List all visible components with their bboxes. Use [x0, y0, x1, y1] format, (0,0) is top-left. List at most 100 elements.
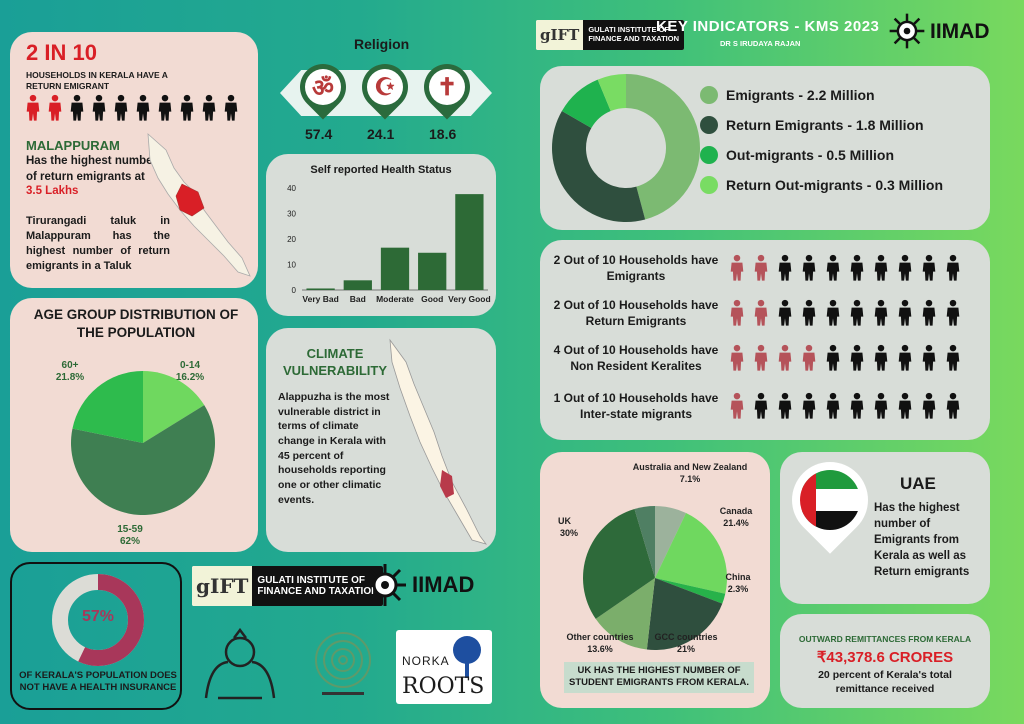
pie-slice — [634, 506, 655, 578]
person-icon — [730, 393, 744, 419]
person-icon — [730, 300, 744, 326]
slice-value: 62% — [120, 536, 140, 547]
person-icon — [754, 300, 768, 326]
age-group-card: AGE GROUP DISTRIBUTION OF THE POPULATION… — [10, 298, 258, 552]
slice-value: 30% — [560, 528, 578, 538]
chart-title: AGE GROUP DISTRIBUTION OF THE POPULATION — [33, 307, 239, 340]
roots-text: ROOTS — [402, 674, 485, 699]
district-value: 3.5 Lakhs — [26, 185, 79, 197]
iimad-logo-text: IIMAD — [930, 20, 990, 43]
person-icon — [946, 345, 960, 371]
remittance-value: ₹43,378.6 CRORES — [816, 649, 954, 666]
uae-title: UAE — [900, 474, 936, 493]
person-icon — [946, 300, 960, 326]
crescent-star-icon: ☪ — [367, 69, 403, 105]
legend-item: Out-migrants - 0.5 Million — [700, 146, 943, 164]
household-label: 1 Out of 10 Households have Inter-state … — [553, 391, 719, 422]
donut-legend: Emigrants - 2.2 Million Return Emigrants … — [700, 86, 943, 206]
pie-slice — [655, 578, 726, 604]
legend-label: Return Out-migrants - 0.3 Million — [726, 177, 944, 193]
slice-label: GCC countries — [654, 632, 717, 642]
household-label: 2 Out of 10 Households have Return Emigr… — [553, 298, 719, 329]
pie-slice — [595, 578, 655, 650]
religion-value: 57.4 — [305, 126, 333, 142]
pie-slice — [646, 578, 723, 650]
person-icon — [754, 393, 768, 419]
iimad-emblem-icon — [889, 13, 925, 49]
household-row: 4 Out of 10 Households have Non Resident… — [548, 342, 968, 374]
person-icon — [26, 94, 40, 121]
person-icon — [92, 94, 106, 121]
slice-value: 2.3% — [728, 584, 749, 594]
slice-label: 15-59 — [117, 524, 143, 535]
religion-value: 24.1 — [367, 126, 395, 142]
uae-text: Has the highest number of Emigrants from… — [874, 502, 970, 579]
bar — [418, 252, 447, 290]
person-icon — [946, 255, 960, 281]
district-name: MALAPPURAM — [26, 138, 120, 153]
person-icon — [922, 300, 936, 326]
kerala-map — [147, 133, 251, 277]
people-row — [728, 392, 968, 420]
pie-slice — [597, 74, 626, 112]
legend-swatch — [700, 176, 718, 194]
gift-logo: gIFT GULATI INSTITUTE OF FINANCE AND TAXA… — [536, 20, 685, 50]
person-icon — [158, 94, 172, 121]
person-icon — [202, 94, 216, 121]
person-icon — [114, 94, 128, 121]
page-title: KEY INDICATORS - KMS 2023 — [656, 18, 880, 35]
y-tick-label: 10 — [287, 261, 296, 270]
slice-label: 0-14 — [180, 360, 200, 371]
countries-card: Australia and New Zealand 7.1% Canada 21.4%… — [540, 452, 770, 708]
climate-text: Alappuzha is the most vulnerable distric… — [278, 391, 390, 506]
household-label: 2 Out of 10 Households have Emigrants — [553, 253, 719, 284]
pie-slice — [655, 506, 687, 578]
x-tick-label: Moderate — [376, 294, 414, 304]
norka-text: NORKA — [402, 654, 450, 668]
person-icon — [754, 345, 768, 371]
person-icon — [874, 393, 888, 419]
person-icon — [778, 345, 792, 371]
person-icon — [946, 393, 960, 419]
legend-swatch — [700, 146, 718, 164]
person-icon — [778, 300, 792, 326]
y-tick-label: 30 — [287, 210, 296, 219]
y-tick-label: 0 — [292, 286, 297, 295]
person-icon — [224, 94, 238, 121]
person-icon — [874, 345, 888, 371]
insurance-value: 57% — [81, 608, 115, 625]
slice-label: Other countries — [566, 632, 633, 642]
person-icon — [730, 255, 744, 281]
return-emigrant-card: 2 IN 10 HOUSEHOLDS IN KERALA HAVE A RETU… — [10, 32, 258, 288]
people-row — [728, 254, 968, 282]
person-icon — [898, 393, 912, 419]
gift-logo: gIFT GULATI INSTITUTE OF FINANCE AND TAXA… — [192, 566, 384, 606]
slice-value: 16.2% — [176, 372, 204, 383]
remittance-card: OUTWARD REMITTANCES FROM KERALA ₹43,378.… — [780, 614, 990, 708]
legend-label: Emigrants - 2.2 Million — [726, 87, 875, 103]
religion-value: 18.6 — [429, 126, 457, 142]
student-note: UK HAS THE HIGHEST NUMBER OF STUDENT EMI… — [564, 662, 754, 693]
health-bar-chart: 0 10 20 30 40 Very Bad Bad Moderate Good Very Goo… — [287, 184, 491, 304]
household-row: 1 Out of 10 Households have Inter-state … — [548, 390, 968, 422]
person-icon — [136, 94, 150, 121]
pie-slice — [71, 405, 216, 515]
slice-value: 21.8% — [56, 372, 84, 383]
insurance-text: OF KERALA'S POPULATION DOES NOT HAVE A H… — [19, 670, 177, 694]
person-icon — [70, 94, 84, 121]
x-tick-label: Very Bad — [302, 294, 338, 304]
uae-flag-icon — [800, 470, 860, 530]
slice-label: Australia and New Zealand — [633, 462, 748, 472]
person-icon — [826, 300, 840, 326]
slice-value: 21% — [677, 644, 695, 654]
legend-item: Return Emigrants - 1.8 Million — [700, 116, 943, 134]
om-icon: ॐ — [305, 69, 341, 105]
pie-slice — [655, 513, 727, 594]
cross-icon: ✝ — [429, 69, 465, 105]
pie-slice — [143, 371, 205, 443]
headline-sub: HOUSEHOLDS IN KERALA HAVE A RETURN EMIGR… — [26, 70, 168, 91]
slice-label: Canada — [720, 506, 754, 516]
person-icon — [180, 94, 194, 121]
climate-card: CLIMATE VULNERABILITY Alappuzha is the m… — [266, 328, 496, 552]
